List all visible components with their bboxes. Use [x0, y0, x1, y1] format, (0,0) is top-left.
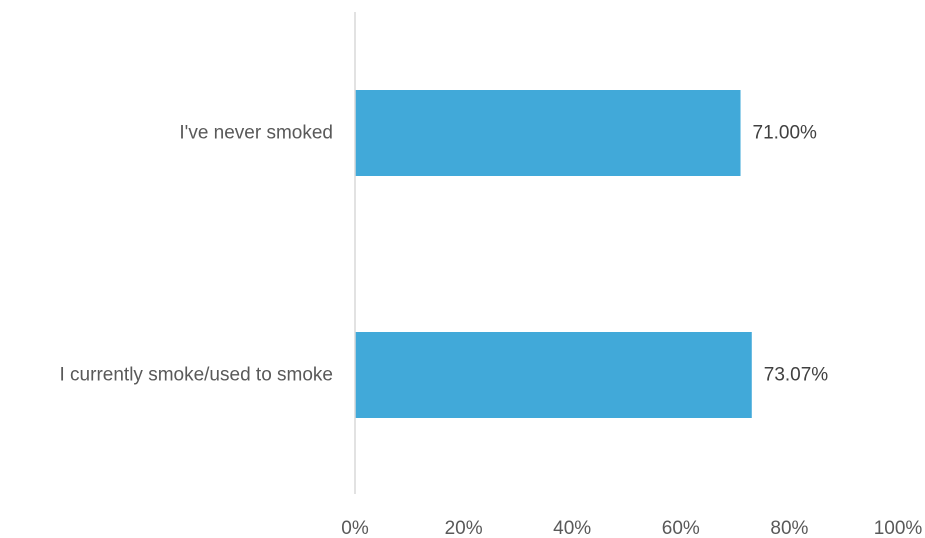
- bar: [355, 90, 741, 176]
- x-tick-label: 80%: [770, 518, 808, 538]
- x-tick-label: 20%: [445, 518, 483, 538]
- category-label: I currently smoke/used to smoke: [60, 365, 334, 386]
- bar: [355, 332, 752, 418]
- x-tick-label: 40%: [553, 518, 591, 538]
- x-tick-label: 100%: [874, 518, 923, 538]
- x-tick-label: 0%: [341, 518, 369, 538]
- data-labels: 71.00% 73.07%: [753, 123, 829, 386]
- category-labels: I've never smoked I currently smoke/used …: [60, 123, 334, 386]
- category-label: I've never smoked: [179, 123, 333, 144]
- data-label: 73.07%: [764, 365, 829, 386]
- bars-group: [355, 90, 752, 418]
- x-tick-label: 60%: [662, 518, 700, 538]
- x-tick-labels: 0% 20% 40% 60% 80% 100%: [341, 518, 922, 538]
- data-label: 71.00%: [753, 123, 818, 144]
